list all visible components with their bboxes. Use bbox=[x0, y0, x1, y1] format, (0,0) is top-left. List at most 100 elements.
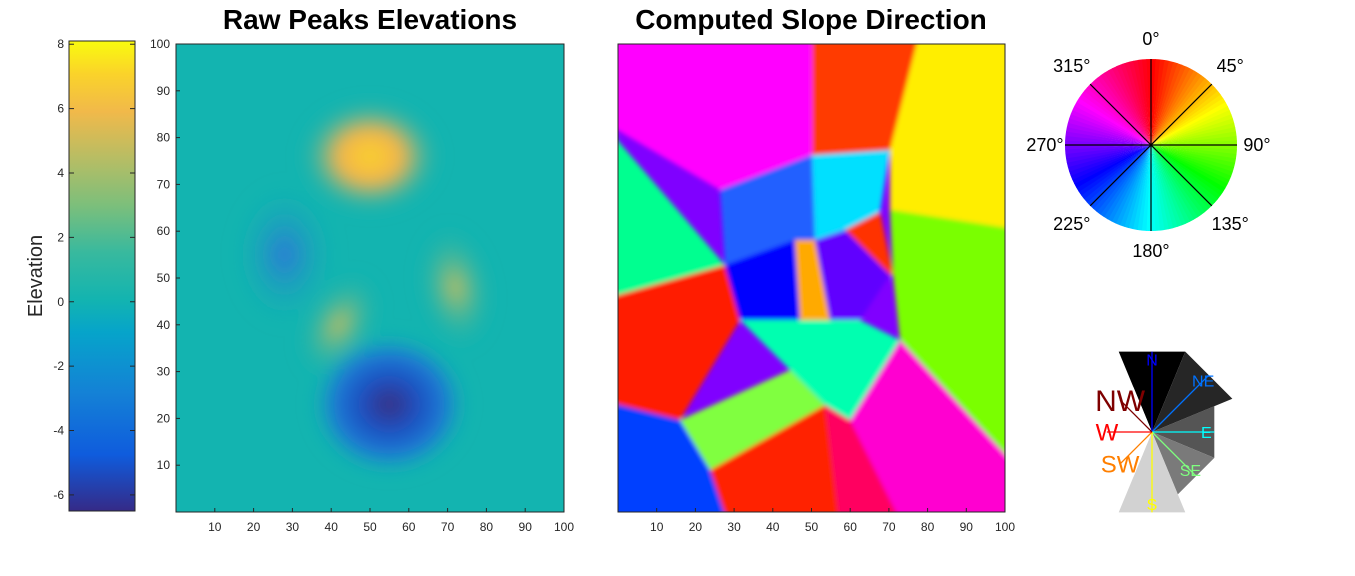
compass-label: SW bbox=[1101, 452, 1140, 479]
compass-label: NW bbox=[1095, 385, 1146, 418]
hue-wedge bbox=[1151, 145, 1232, 181]
hue-wedge bbox=[1065, 145, 1151, 159]
hue-wedge bbox=[1151, 145, 1202, 218]
hue-wedge bbox=[1090, 80, 1151, 145]
hue-wedge bbox=[1151, 145, 1206, 215]
hue-wedge bbox=[1084, 87, 1151, 145]
hue-wedge bbox=[1151, 145, 1174, 230]
compass-ray bbox=[1151, 431, 1197, 477]
hue-wedge bbox=[1086, 145, 1151, 206]
y-tick-label: 20 bbox=[157, 411, 171, 425]
hue-wedge bbox=[1151, 136, 1237, 145]
hue-wedge bbox=[1151, 78, 1209, 145]
hue-wedge bbox=[1151, 145, 1191, 224]
hue-label: 315° bbox=[1053, 56, 1090, 76]
x-tick-label: 70 bbox=[441, 520, 455, 534]
compass-ray bbox=[1119, 431, 1153, 465]
hue-wedge bbox=[1074, 101, 1151, 145]
x-tick-label: 100 bbox=[995, 520, 1015, 534]
hue-wedge bbox=[1151, 110, 1232, 145]
hue-label: 0° bbox=[1142, 29, 1159, 49]
hue-label: 270° bbox=[1026, 135, 1063, 155]
hue-wedge bbox=[1111, 66, 1151, 145]
hue-wedge bbox=[1065, 145, 1151, 163]
hue-wedge bbox=[1151, 70, 1199, 145]
hue-wedge bbox=[1151, 145, 1209, 213]
hue-wedge bbox=[1093, 145, 1151, 212]
hue-wedge bbox=[1151, 122, 1236, 145]
compass-label: NE bbox=[1192, 374, 1214, 391]
hue-wedge bbox=[1111, 145, 1151, 224]
hue-wedge bbox=[1151, 127, 1237, 145]
compass-ray bbox=[1119, 399, 1153, 433]
x-tick-label: 60 bbox=[402, 520, 416, 534]
hue-wedge bbox=[1078, 145, 1151, 196]
hue-wedge bbox=[1151, 145, 1169, 231]
x-tick-label: 50 bbox=[805, 520, 819, 534]
hue-wedge bbox=[1065, 145, 1151, 154]
y-tick-label: 40 bbox=[157, 318, 171, 332]
colorbar-tick-label: -2 bbox=[53, 359, 64, 373]
elevation-peak bbox=[416, 223, 495, 351]
colorbar-tick-label: 4 bbox=[57, 166, 64, 180]
hue-wedge bbox=[1115, 145, 1151, 226]
hue-wedge bbox=[1072, 145, 1151, 185]
x-tick-label: 20 bbox=[689, 520, 703, 534]
hue-wedge bbox=[1107, 145, 1151, 222]
elevation-heatmap: Raw Peaks Elevations 10 20 30 40 50 60 70 80 90 1… bbox=[150, 4, 574, 534]
colorbar-tick-label: -6 bbox=[53, 488, 64, 502]
hue-wedge bbox=[1151, 66, 1191, 145]
x-tick-label: 30 bbox=[286, 520, 300, 534]
elevation-peak bbox=[298, 98, 442, 215]
hue-wedge bbox=[1065, 144, 1151, 150]
x-tick-label: 10 bbox=[650, 520, 664, 534]
hue-wedge bbox=[1081, 145, 1151, 200]
hue-label: 45° bbox=[1217, 56, 1244, 76]
x-tick-label: 40 bbox=[325, 520, 339, 534]
y-tick-label: 50 bbox=[157, 271, 171, 285]
x-tick-label: 60 bbox=[844, 520, 858, 534]
colorbar-tick-label: 0 bbox=[57, 295, 64, 309]
hue-wedge bbox=[1151, 114, 1233, 145]
hue-wedge bbox=[1096, 145, 1151, 215]
hue-wedge bbox=[1078, 93, 1151, 145]
hue-label: 180° bbox=[1132, 241, 1169, 261]
hue-wedge bbox=[1120, 63, 1151, 145]
hue-wedge bbox=[1133, 59, 1151, 145]
hue-wedge bbox=[1100, 72, 1151, 145]
hue-label: 225° bbox=[1053, 214, 1090, 234]
compass-ray bbox=[1151, 374, 1210, 433]
hue-wedge bbox=[1151, 94, 1224, 145]
x-tick-label: 80 bbox=[921, 520, 935, 534]
hue-wedge bbox=[1093, 77, 1151, 145]
y-tick-label: 70 bbox=[157, 177, 171, 191]
x-tick-label: 40 bbox=[766, 520, 780, 534]
hue-wedge bbox=[1151, 145, 1186, 226]
hue-wedge bbox=[1076, 97, 1151, 145]
hue-wedge bbox=[1066, 145, 1151, 168]
hue-wedge bbox=[1151, 72, 1203, 145]
hue-wedge bbox=[1103, 145, 1151, 220]
compass-label: W bbox=[1096, 420, 1119, 447]
colorbar-label: Elevation bbox=[25, 235, 47, 317]
hue-wedge bbox=[1070, 145, 1151, 180]
hue-wedge bbox=[1151, 90, 1221, 145]
slope-heatmap: Computed Slope Direction bbox=[617, 4, 1015, 534]
x-tick-label: 100 bbox=[554, 520, 574, 534]
compass-legend: N NE E SE S SW WNW bbox=[1095, 351, 1233, 514]
hue-wedge bbox=[1151, 140, 1237, 146]
hue-legend: 0° 45° 90° 135° 180° 225° 270° 315° bbox=[1026, 29, 1270, 261]
y-tick-label: 80 bbox=[157, 131, 171, 145]
slope-title: Computed Slope Direction bbox=[635, 4, 987, 35]
hue-wedge bbox=[1151, 105, 1230, 145]
hue-wedge bbox=[1151, 145, 1198, 220]
hue-wedge bbox=[1151, 63, 1183, 146]
hue-wedge bbox=[1124, 61, 1151, 146]
hue-wedge bbox=[1151, 145, 1228, 189]
hue-wedge bbox=[1074, 145, 1151, 188]
hue-wedge bbox=[1151, 84, 1216, 145]
compass-label: E bbox=[1201, 425, 1212, 442]
colorbar-tick-label: -4 bbox=[53, 424, 64, 438]
hue-wedge bbox=[1151, 68, 1195, 145]
hue-wedge bbox=[1150, 145, 1156, 231]
